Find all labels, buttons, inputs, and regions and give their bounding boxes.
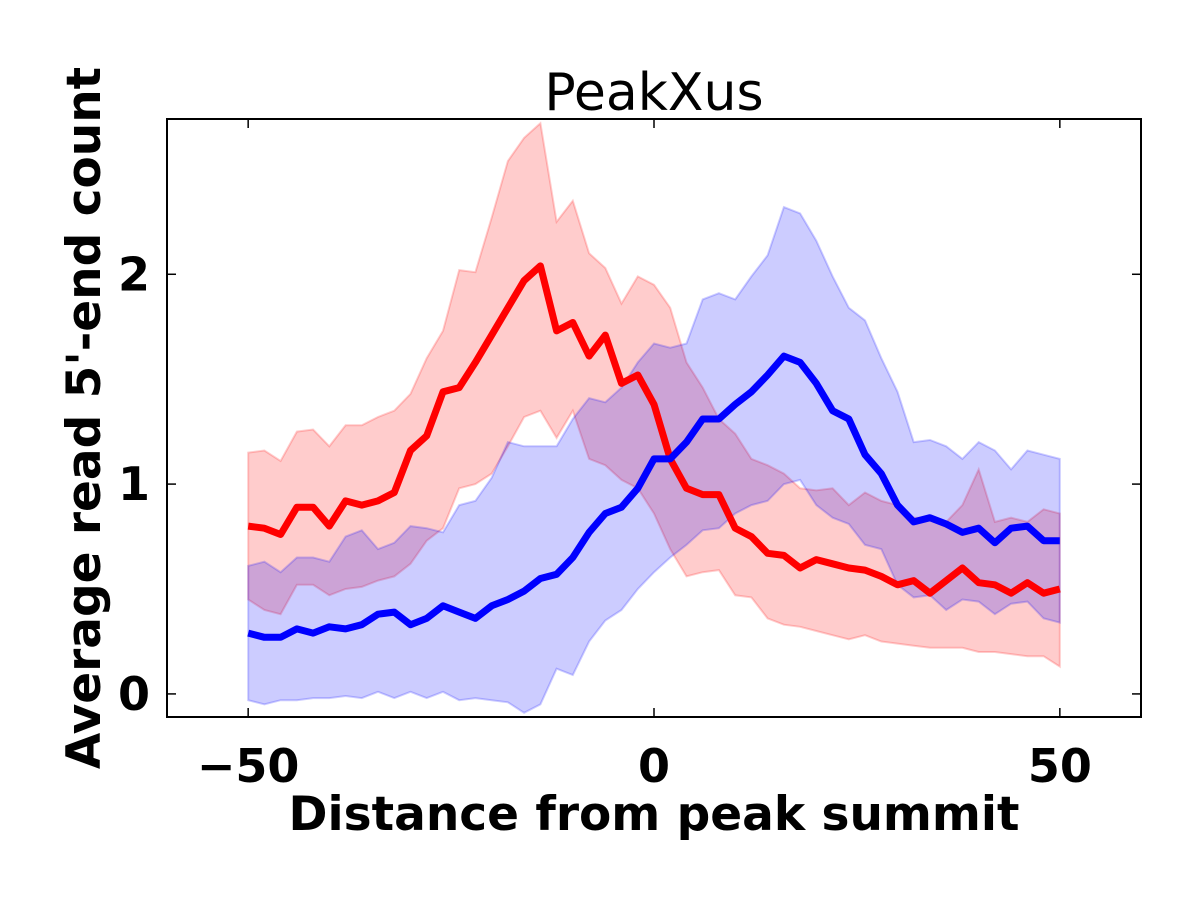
series-lines: [247, 262, 1061, 641]
red-line: [247, 262, 1061, 597]
x-tick-label: −50: [197, 739, 300, 793]
confidence-bands: [247, 121, 1061, 714]
chart-title: PeakXus: [544, 63, 763, 123]
y-tick-label: 2: [118, 247, 150, 301]
y-axis-label: Average read 5'-end count: [57, 67, 112, 769]
red-band: [247, 121, 1061, 669]
x-axis-label: Distance from peak summit: [289, 787, 1020, 842]
x-tick-label: 0: [638, 739, 670, 793]
x-axis: −50 0 50: [197, 119, 1092, 793]
y-tick-label: 1: [118, 457, 150, 511]
y-tick-label: 0: [118, 667, 150, 721]
x-tick-label: 50: [1028, 739, 1092, 793]
blue-line: [247, 352, 1060, 641]
y-axis: 0 1 2: [118, 247, 1141, 721]
